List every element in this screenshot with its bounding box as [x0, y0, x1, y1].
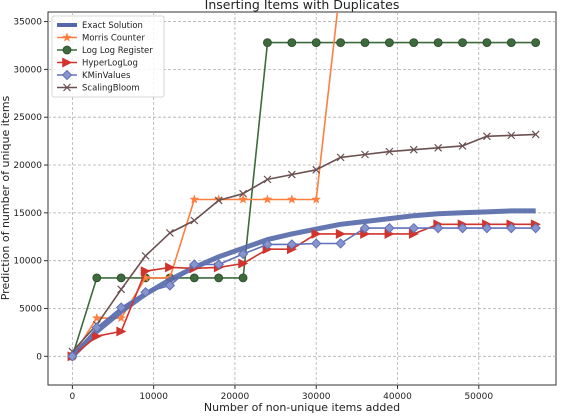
data-point-log-log-register — [410, 39, 418, 47]
data-point-log-log-register — [215, 274, 223, 282]
y-tick-label: 5000 — [19, 304, 42, 314]
data-point-log-log-register — [459, 39, 467, 47]
legend-label: KMinValues — [82, 71, 131, 81]
x-axis-label: Number of non-unique items added — [204, 401, 400, 414]
data-point-log-log-register — [288, 39, 296, 47]
data-point-log-log-register — [483, 39, 491, 47]
data-point-log-log-register — [385, 39, 393, 47]
y-tick-label: 15000 — [13, 209, 42, 219]
data-point-log-log-register — [117, 274, 125, 282]
legend-label: Exact Solution — [82, 21, 143, 31]
data-point-log-log-register — [263, 39, 271, 47]
data-point-log-log-register — [239, 274, 247, 282]
legend: Exact Solution Morris Counter Log Log Regi… — [52, 16, 164, 97]
data-point-log-log-register — [532, 39, 540, 47]
data-point-log-log-register — [93, 274, 101, 282]
y-tick-label: 30000 — [13, 65, 42, 75]
x-tick-label: 0 — [70, 392, 76, 402]
chart-title: Inserting Items with Duplicates — [205, 0, 400, 12]
legend-label: HyperLogLog — [82, 59, 138, 69]
x-tick-label: 50000 — [464, 392, 493, 402]
legend-label: Morris Counter — [82, 34, 145, 44]
y-tick-label: 0 — [36, 352, 42, 362]
data-point-log-log-register — [361, 39, 369, 47]
y-tick-label: 35000 — [13, 18, 42, 28]
data-point-log-log-register — [337, 39, 345, 47]
x-tick-label: 10000 — [139, 392, 168, 402]
data-point-log-log-register — [434, 39, 442, 47]
legend-label: ScalingBloom — [82, 84, 140, 94]
y-axis-label: Prediction of number of unique items — [0, 95, 12, 300]
y-tick-label: 25000 — [13, 113, 42, 123]
data-point-log-log-register — [190, 274, 198, 282]
y-tick-label: 10000 — [13, 257, 42, 267]
legend-label: Log Log Register — [82, 46, 153, 56]
y-tick-label: 20000 — [13, 161, 42, 171]
legend-marker — [63, 46, 71, 54]
data-point-log-log-register — [312, 39, 320, 47]
data-point-log-log-register — [507, 39, 515, 47]
